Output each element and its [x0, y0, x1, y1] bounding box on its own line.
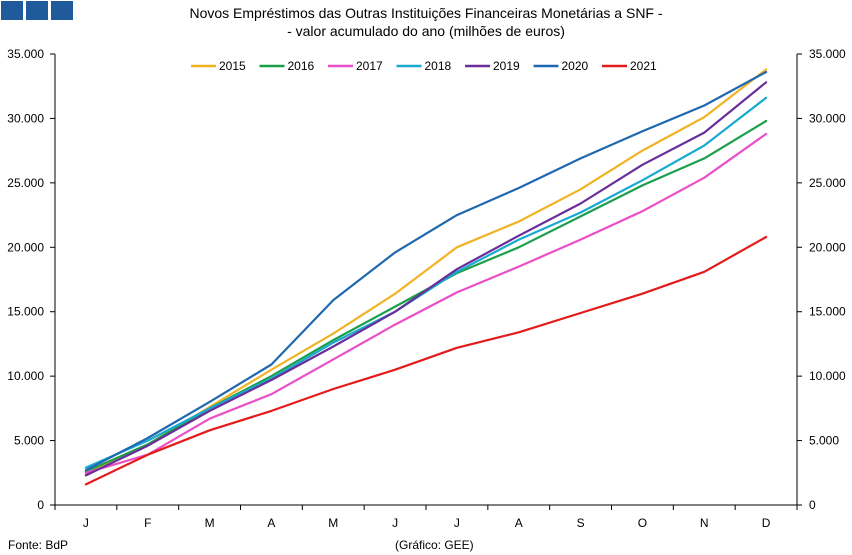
y-tick-label-right: 10.000 — [809, 369, 846, 383]
y-tick-label-left: 15.000 — [7, 305, 44, 319]
legend-label-2018: 2018 — [425, 59, 452, 73]
y-tick-label-left: 20.000 — [7, 240, 44, 254]
legend-label-2015: 2015 — [219, 59, 246, 73]
y-tick-label-left: 0 — [37, 498, 44, 512]
y-tick-label-left: 10.000 — [7, 369, 44, 383]
y-tick-label-right: 15.000 — [809, 305, 846, 319]
y-tick-label-left: 25.000 — [7, 176, 44, 190]
publisher-logo — [1, 1, 73, 20]
x-tick-label: O — [638, 516, 647, 530]
x-tick-label: J — [83, 516, 89, 530]
legend-label-2017: 2017 — [356, 59, 383, 73]
legend-label-2020: 2020 — [562, 59, 589, 73]
legend-label-2016: 2016 — [288, 59, 315, 73]
legend-label-2019: 2019 — [493, 59, 520, 73]
y-tick-label-left: 35.000 — [7, 47, 44, 61]
x-tick-label: S — [577, 516, 585, 530]
chart-title-line1: Novos Empréstimos das Outras Instituiçõe… — [189, 5, 663, 21]
y-tick-label-left: 5.000 — [14, 434, 44, 448]
x-tick-label: A — [515, 516, 523, 530]
y-tick-label-right: 0 — [809, 498, 816, 512]
chart-title-line2: - valor acumulado do ano (milhões de eur… — [287, 23, 565, 39]
chart-title: Novos Empréstimos das Outras Instituiçõe… — [0, 4, 852, 40]
x-tick-label: N — [700, 516, 709, 530]
x-tick-label: J — [392, 516, 398, 530]
y-tick-label-right: 20.000 — [809, 240, 846, 254]
x-tick-label: J — [454, 516, 460, 530]
source-note: Fonte: BdP — [8, 538, 69, 552]
y-tick-label-left: 30.000 — [7, 111, 44, 125]
logo-block — [51, 1, 73, 20]
series-line-2021 — [84, 235, 768, 486]
series-line-2017 — [84, 132, 768, 474]
x-tick-label: A — [267, 516, 275, 530]
logo-block — [26, 1, 48, 20]
series-line-2020 — [84, 70, 768, 472]
series-line-2019 — [84, 81, 768, 477]
x-tick-label: M — [328, 516, 338, 530]
y-tick-label-right: 5.000 — [809, 434, 839, 448]
logo-block — [1, 1, 23, 20]
legend-label-2021: 2021 — [630, 59, 657, 73]
chart-credit: (Gráfico: GEE) — [395, 538, 474, 552]
x-tick-label: F — [144, 516, 151, 530]
y-tick-label-right: 25.000 — [809, 176, 846, 190]
y-tick-label-right: 35.000 — [809, 47, 846, 61]
x-tick-label: D — [762, 516, 771, 530]
y-tick-label-right: 30.000 — [809, 111, 846, 125]
x-tick-label: M — [205, 516, 215, 530]
